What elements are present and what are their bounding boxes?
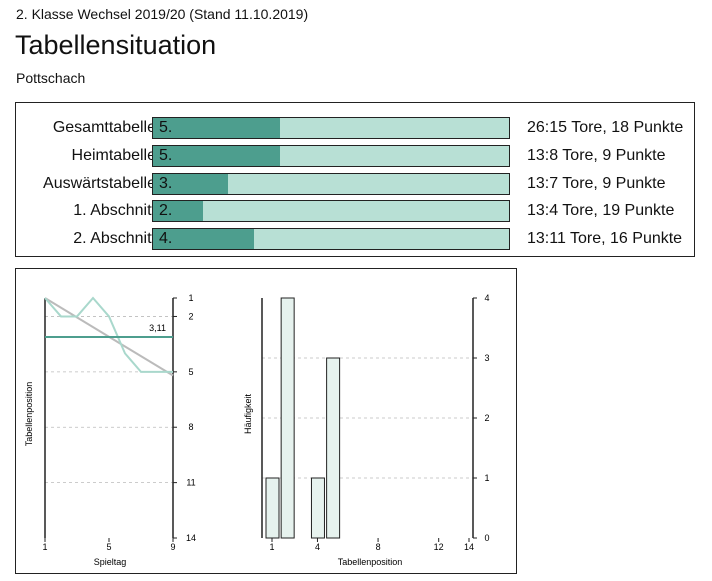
rank-value: 3. [159,175,173,192]
rank-bar-fill [153,146,280,166]
standing-row-gesamt: Gesamttabelle 5. 26:15 Tore, 18 Punkte [16,117,694,141]
rank-value: 5. [159,119,173,136]
y-tick-label: 11 [186,478,195,488]
row-stats: 13:8 Tore, 9 Punkte [527,147,666,164]
y-tick-label: 3 [484,353,489,363]
rank-bar: 2. [152,200,510,222]
standings-panel: Gesamttabelle 5. 26:15 Tore, 18 Punkte H… [15,102,695,257]
standing-row-abschnitt-2: 2. Abschnitt 4. 13:11 Tore, 16 Punkte [16,228,694,252]
x-axis-label: Spieltag [94,557,127,567]
row-label: Auswärtstabelle [43,175,156,192]
x-tick-label: 12 [434,542,444,552]
rank-bar: 4. [152,228,510,250]
row-stats: 13:4 Tore, 19 Punkte [527,202,675,219]
standing-row-abschnitt-1: 1. Abschnitt 2. 13:4 Tore, 19 Punkte [16,200,694,224]
frequency-bar [310,477,325,539]
frequency-bar [280,297,295,539]
rank-bar-fill [153,229,254,249]
x-tick-label: 1 [42,542,47,552]
x-tick-label: 9 [170,542,175,552]
y-axis-label: Tabellenposition [24,382,34,447]
row-label: 2. Abschnitt [73,230,156,247]
rank-bar: 5. [152,145,510,167]
rank-bar: 5. [152,117,510,139]
standing-row-auswaerts: Auswärtstabelle 3. 13:7 Tore, 9 Punkte [16,173,694,197]
rank-bar-fill [153,118,280,138]
rank-value: 2. [159,202,173,219]
club-name: Pottschach [16,70,86,86]
y-tick-label: 4 [484,293,489,303]
row-stats: 26:15 Tore, 18 Punkte [527,119,684,136]
position-series-line [44,296,173,373]
frequency-bar [265,477,280,539]
standing-row-heim: Heimtabelle 5. 13:8 Tore, 9 Punkte [16,145,694,169]
rank-bar-fill [153,201,203,221]
x-tick-label: 5 [106,542,111,552]
y-tick-label: 2 [188,311,193,321]
y-tick-label: 1 [188,293,193,303]
page-title: Tabellensituation [15,30,217,60]
row-label: Heimtabelle [71,147,156,164]
row-label: 1. Abschnitt [73,202,156,219]
charts-panel: Tabellenposition Spieltag 1 2 5 8 11 14 1 5 9 3,… [15,268,517,574]
row-label: Gesamttabelle [52,119,156,136]
x-tick-label: 4 [315,542,320,552]
y-tick-label: 2 [484,413,489,423]
x-axis-label: Tabellenposition [338,557,403,567]
rank-bar: 3. [152,173,510,195]
y-tick-label: 0 [484,533,489,543]
y-tick-label: 5 [188,367,193,377]
x-tick-label: 1 [269,542,274,552]
position-line-chart: Tabellenposition Spieltag 1 2 5 8 11 14 1 5 9 3,… [24,293,196,567]
y-tick-label: 1 [484,473,489,483]
rank-value: 4. [159,230,173,247]
x-tick-label: 14 [464,542,474,552]
y-tick-label: 8 [188,422,193,432]
row-stats: 13:7 Tore, 9 Punkte [527,175,666,192]
row-stats: 13:11 Tore, 16 Punkte [527,230,683,247]
y-tick-label: 14 [186,533,196,543]
rank-value: 5. [159,147,173,164]
rank-bar-fill [153,174,228,194]
x-tick-label: 8 [376,542,381,552]
y-axis-label: Häufigkeit [243,393,253,434]
frequency-bar [326,357,341,539]
average-annotation: 3,11 [149,323,166,333]
league-heading: 2. Klasse Wechsel 2019/20 (Stand 11.10.2… [16,6,309,22]
